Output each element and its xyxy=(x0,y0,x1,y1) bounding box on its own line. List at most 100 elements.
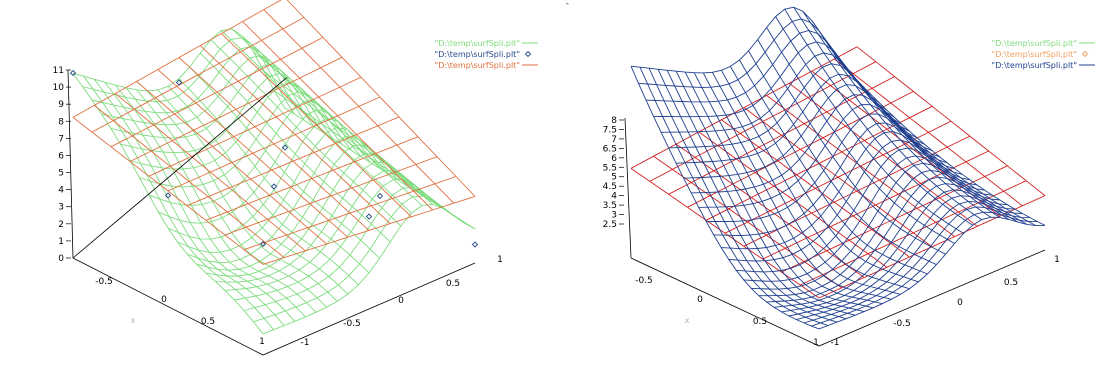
data-point xyxy=(69,69,77,77)
blue-surface-line xyxy=(847,71,1037,226)
green-surface-line xyxy=(93,78,285,326)
green-surface-line xyxy=(221,30,412,214)
blue-surface-line xyxy=(730,66,919,283)
blue-surface-line xyxy=(739,59,928,275)
blue-surface-line xyxy=(766,27,955,244)
blue-surface-line xyxy=(796,200,1023,321)
green-surface-line xyxy=(243,187,457,311)
blue-surface-line xyxy=(639,67,829,326)
orange-surface-line xyxy=(224,156,438,236)
right-surface-plot: 2.533.544.555.566.577.58 -0.5 0 0.5 1 -1 -0.5 0… xyxy=(603,6,1095,348)
y-tick-label: 0 xyxy=(957,298,963,308)
orange-surface-line xyxy=(242,21,433,211)
z-tick-label: 11 xyxy=(53,66,64,76)
legend-entry-label: "D:\temp\surfSpli.plt" xyxy=(992,61,1077,70)
data-point xyxy=(471,241,479,248)
xy-base-axis xyxy=(72,257,476,356)
orange-surface-line xyxy=(243,176,457,251)
x-tick-label: -0.5 xyxy=(635,276,653,286)
blue-surface-line xyxy=(757,39,946,255)
blue-surface-line xyxy=(713,122,940,236)
z-axis xyxy=(67,69,74,259)
y-tick-label: -1 xyxy=(301,338,310,348)
z-tick-label: 4 xyxy=(611,192,617,202)
y-tick-label: -1 xyxy=(831,338,840,348)
blue-surface xyxy=(630,6,1046,330)
y-tick-label: 0.5 xyxy=(1004,278,1018,288)
green-surface-line xyxy=(274,90,465,224)
red-surface-line xyxy=(743,135,970,247)
red-surface-line xyxy=(800,180,1027,286)
data-point xyxy=(365,213,373,220)
blue-surface-line xyxy=(758,169,985,297)
y-tick-label: 1 xyxy=(1054,255,1060,265)
blue-surface-line xyxy=(775,16,964,234)
orange-surface-line xyxy=(72,0,282,118)
orange-surface-line xyxy=(205,136,419,221)
z-tick-label: 4.5 xyxy=(603,182,617,192)
green-surface-line xyxy=(189,66,380,259)
data-point xyxy=(175,79,183,86)
legend-entry-label: "D:\temp\surfSpli.plt" xyxy=(992,39,1077,48)
green-surface-line xyxy=(215,161,428,283)
z-tick-label: 8 xyxy=(58,117,64,127)
z-tick-label: 6 xyxy=(611,154,617,164)
blue-surface-line xyxy=(788,195,1015,317)
z-tick-label: 7.5 xyxy=(603,125,617,135)
x-tick-label: 0.5 xyxy=(201,317,215,327)
legend-entry-label: "D:\temp\surfSpli.plt" xyxy=(992,50,1077,59)
blue-surface-line xyxy=(793,6,982,220)
orange-surface-line xyxy=(199,45,391,224)
orange-surface-line xyxy=(262,195,476,265)
data-point xyxy=(259,240,267,248)
z-tick-label: 3.5 xyxy=(603,201,617,211)
orange-surface-line xyxy=(263,9,455,204)
red-surface xyxy=(630,46,1046,299)
blue-surface-line xyxy=(648,68,838,323)
orange-surface xyxy=(72,0,476,265)
green-surface-line xyxy=(252,51,444,209)
blue-surface-line xyxy=(820,33,1010,220)
xy-base-axis xyxy=(630,249,1046,347)
z-tick-label: 5 xyxy=(611,173,617,183)
data-point xyxy=(270,183,278,190)
green-surface-line xyxy=(224,170,438,291)
x-tick-label: 0 xyxy=(697,295,703,305)
legend-entry-label: "D:\temp\surfSpli.plt" xyxy=(435,50,520,59)
orange-surface-line xyxy=(286,0,476,197)
z-tick-label: 7 xyxy=(58,134,64,144)
red-surface-line xyxy=(743,107,933,248)
frame-line xyxy=(72,77,287,259)
z-tick-label: 10 xyxy=(53,83,65,93)
z-tick-label: 4 xyxy=(58,186,64,196)
blue-surface-line xyxy=(712,72,901,295)
y-tick-label: -0.5 xyxy=(893,319,911,329)
orange-surface-line xyxy=(186,116,400,207)
red-surface-line xyxy=(762,150,989,260)
blue-surface-line xyxy=(657,69,847,320)
green-surface-line xyxy=(253,195,466,323)
green-surface-line xyxy=(72,28,286,109)
blue-surface-line xyxy=(811,211,1038,327)
z-tick-label: 9 xyxy=(58,100,64,110)
green-surface-line xyxy=(263,70,455,216)
red-surface-line xyxy=(856,46,1046,196)
blue-surface-line xyxy=(773,183,1000,308)
z-tick-label: 3 xyxy=(58,203,64,213)
green-surface-line xyxy=(136,89,327,308)
green-surface xyxy=(72,28,476,335)
x-tick-label: 1 xyxy=(813,338,819,348)
red-surface-line xyxy=(788,82,978,227)
y-tick-label: 0.5 xyxy=(446,279,460,289)
blue-surface-line xyxy=(751,162,978,290)
z-tick-label: 0 xyxy=(58,254,64,264)
blue-surface-line xyxy=(693,72,883,305)
red-surface-line xyxy=(630,46,858,169)
data-point xyxy=(281,144,289,151)
x-tick-label: 1 xyxy=(259,337,265,347)
z-tick-label: 2.5 xyxy=(603,220,617,230)
blue-surface-line xyxy=(748,50,937,266)
z-axis xyxy=(624,117,632,259)
blue-surface-line xyxy=(784,8,973,226)
z-tick-label: 6 xyxy=(58,151,64,161)
